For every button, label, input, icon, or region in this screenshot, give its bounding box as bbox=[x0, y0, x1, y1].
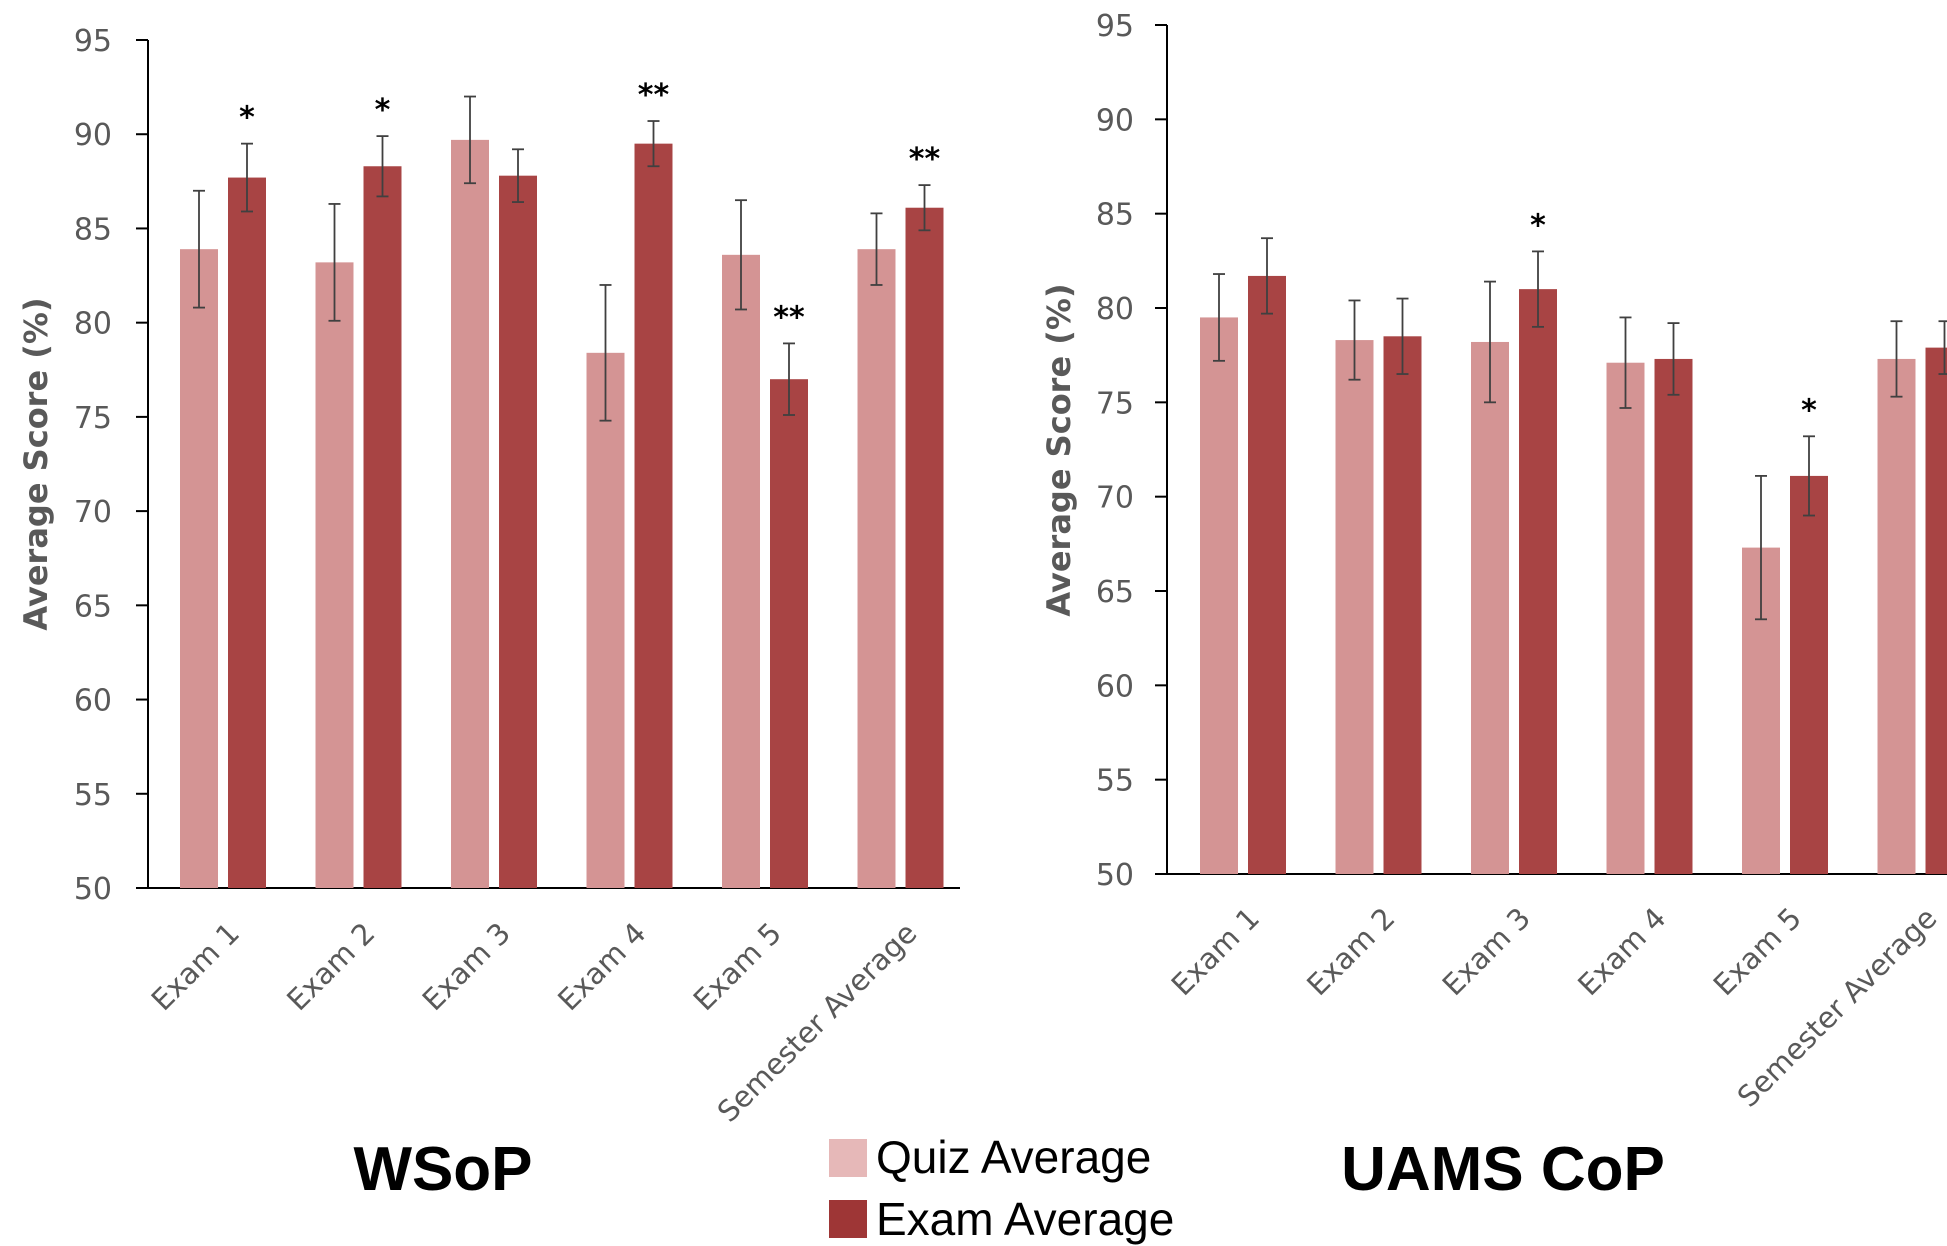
x-category-label: Exam 3 bbox=[1436, 901, 1537, 1002]
y-tick-label: 50 bbox=[1096, 858, 1134, 893]
wsop-panel-title: WSoP bbox=[353, 1135, 532, 1204]
y-tick-label: 70 bbox=[1096, 481, 1134, 516]
legend-exam-swatch bbox=[829, 1200, 867, 1238]
quiz-bar bbox=[1606, 362, 1645, 874]
y-tick-label: 75 bbox=[74, 401, 112, 436]
y-tick-label: 95 bbox=[74, 24, 112, 59]
significance-marker: * bbox=[375, 93, 391, 128]
quiz-bar bbox=[315, 262, 354, 888]
y-tick-label: 85 bbox=[74, 212, 112, 247]
exam-bar bbox=[1383, 336, 1422, 874]
x-category-label: Exam 5 bbox=[1707, 901, 1808, 1002]
y-tick-label: 55 bbox=[1096, 764, 1134, 799]
y-tick-label: 50 bbox=[74, 872, 112, 907]
quiz-bar bbox=[1471, 341, 1509, 875]
exam-bar bbox=[1654, 358, 1693, 874]
legend: Quiz Average Exam Average bbox=[829, 1131, 1174, 1245]
exam-bar bbox=[228, 177, 266, 888]
y-tick-label: 90 bbox=[74, 118, 112, 153]
exam-bar bbox=[363, 166, 402, 888]
x-category-label: Exam 2 bbox=[280, 916, 381, 1017]
significance-marker: ** bbox=[909, 142, 941, 177]
y-tick-label: 70 bbox=[74, 495, 112, 530]
y-tick-label: 95 bbox=[1096, 9, 1134, 44]
y-tick-label: 65 bbox=[1096, 575, 1134, 610]
quiz-bar bbox=[1877, 358, 1916, 874]
significance-marker: ** bbox=[638, 78, 670, 113]
y-tick-label: 60 bbox=[74, 684, 112, 719]
y-tick-label: 85 bbox=[1096, 198, 1134, 233]
quiz-bar bbox=[451, 139, 489, 888]
x-category-label: Exam 3 bbox=[416, 916, 517, 1017]
x-category-label: Exam 5 bbox=[687, 916, 788, 1017]
quiz-bar bbox=[586, 352, 625, 889]
exam-bar bbox=[499, 175, 537, 888]
quiz-bar bbox=[857, 249, 896, 888]
quiz-bar bbox=[722, 254, 760, 888]
legend-quiz-label: Quiz Average bbox=[876, 1131, 1151, 1183]
x-category-label: Exam 1 bbox=[145, 916, 246, 1017]
y-tick-label: 90 bbox=[1096, 103, 1134, 138]
significance-marker: * bbox=[1530, 208, 1546, 243]
y-tick-label: 65 bbox=[74, 589, 112, 624]
exam-bar bbox=[634, 143, 673, 889]
legend-exam-label: Exam Average bbox=[876, 1193, 1174, 1245]
uams-cop-chart: 50 55 60 65 70 75 80 85 90 95 Average Score (%) Exa… bbox=[1040, 9, 1947, 1114]
uams-cop-panel-title: UAMS CoP bbox=[1341, 1135, 1665, 1204]
x-category-label: Exam 4 bbox=[551, 916, 652, 1017]
y-tick-label: 80 bbox=[1096, 292, 1134, 327]
y-tick-label: 55 bbox=[74, 778, 112, 813]
quiz-bar bbox=[180, 249, 218, 888]
x-category-label: Exam 4 bbox=[1571, 901, 1672, 1002]
y-tick-label: 75 bbox=[1096, 386, 1134, 421]
y-axis-title: Average Score (%) bbox=[17, 297, 55, 630]
significance-marker: * bbox=[1801, 393, 1817, 428]
significance-marker: * bbox=[239, 101, 255, 136]
wsop-chart: 50 55 60 65 70 75 80 85 90 95 Average Score (%) * Ex… bbox=[17, 24, 960, 1129]
exam-bar bbox=[905, 207, 944, 888]
x-category-label: Exam 2 bbox=[1300, 901, 1401, 1002]
quiz-bar bbox=[1335, 340, 1374, 874]
legend-quiz-swatch bbox=[829, 1139, 867, 1177]
exam-bar bbox=[1248, 275, 1286, 875]
significance-marker: ** bbox=[773, 300, 805, 335]
quiz-bar bbox=[1200, 317, 1238, 874]
y-tick-label: 80 bbox=[74, 307, 112, 342]
x-category-label: Exam 1 bbox=[1165, 901, 1266, 1002]
y-tick-label: 60 bbox=[1096, 669, 1134, 704]
exam-bar bbox=[1519, 289, 1557, 875]
y-axis-title: Average Score (%) bbox=[1040, 283, 1078, 616]
exam-bar bbox=[770, 379, 808, 888]
exam-bar bbox=[1925, 347, 1947, 874]
exam-bar bbox=[1790, 475, 1828, 874]
